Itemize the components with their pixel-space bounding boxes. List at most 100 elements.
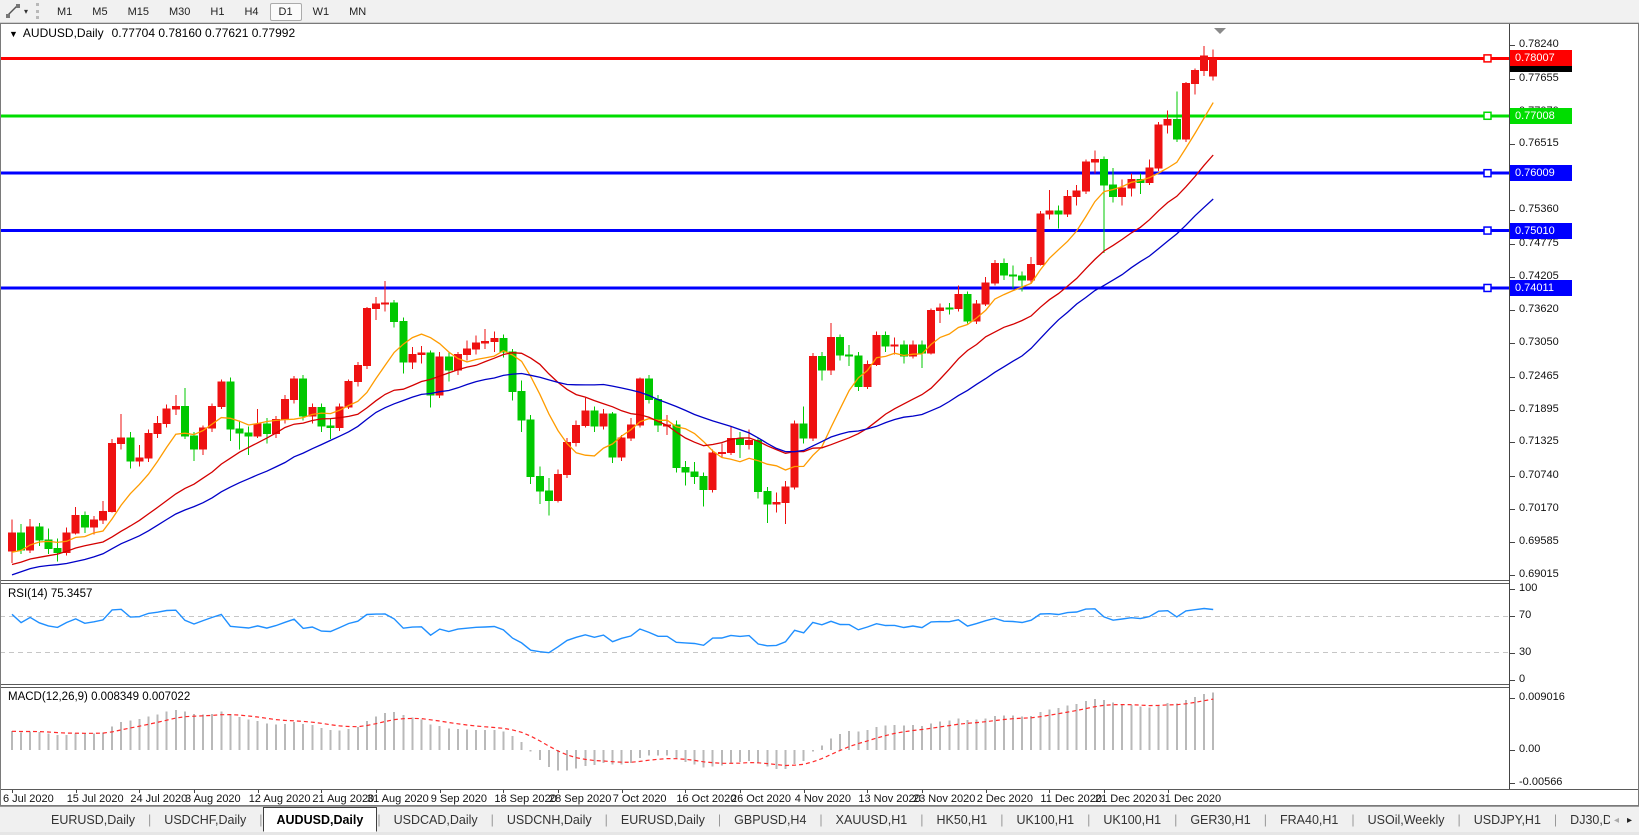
chart-tab-usdchf-daily[interactable]: USDCHF,Daily [164,812,247,827]
time-tick-label: 7 Oct 2020 [612,793,667,805]
timeframe-toolbar: ▾ M1 M5 M15 M30 H1 H4 D1 W1 MN [0,0,1639,23]
time-tick-label: 18 Sep 2020 [494,793,557,805]
axis-tick [1510,574,1515,576]
price-tick-label: 0.70170 [1519,501,1559,514]
axis-tick [1510,652,1515,654]
price-tick-label: 0.74775 [1519,237,1559,250]
chart-tab-hk50-h1[interactable]: HK50,H1 [936,812,988,827]
axis-tick [1510,750,1515,751]
hline-handle[interactable] [1483,226,1492,235]
time-tick-label: 23 Nov 2020 [913,793,976,805]
time-tick [439,790,441,793]
chart-tab-usdjpy-h1[interactable]: USDJPY,H1 [1473,812,1541,827]
time-axis[interactable]: 6 Jul 2020 15 Jul 2020 24 Jul 2020 3 Aug 20… [0,789,1639,806]
rsi-pane[interactable]: RSI(14) 75.3457 [0,585,1509,684]
chart-tab-fra40-h1[interactable]: FRA40,H1 [1280,812,1339,827]
timeframe-button-m1[interactable]: M1 [57,6,73,18]
hline-price-tag: 0.74011 [1510,279,1572,296]
price-tick-label: 0.77655 [1519,71,1559,84]
hline-handle[interactable] [1483,54,1492,63]
tab-separator: | [1263,812,1268,827]
hline-handle[interactable] [1483,111,1492,121]
chart-tab-uk100-h1[interactable]: UK100,H1 [1103,812,1162,827]
chart-tab-eurusd-daily[interactable]: EURUSD,Daily [51,812,136,827]
chevron-down-icon[interactable]: ▾ [24,6,29,16]
time-tick-label: 21 Dec 2020 [1095,793,1158,805]
macd-tick-label: 0.009016 [1519,690,1565,703]
price-tick-label: 0.69015 [1519,567,1559,580]
time-tick [558,790,559,793]
time-tick [1167,790,1169,793]
axis-tick [1510,310,1515,312]
moving-average-8 [11,102,1214,553]
chart-shift-marker-icon[interactable] [1214,28,1226,34]
rsi-tick-label: 70 [1519,609,1532,622]
hline-price-tag: 0.78007 [1510,50,1572,67]
timeframe-button-w1[interactable]: W1 [312,6,330,18]
time-tick [922,790,923,793]
axis-tick [1510,542,1515,544]
line-studies-icon[interactable] [3,2,23,20]
chart-tab-ger30-h1[interactable]: GER30,H1 [1190,812,1251,827]
timeframe-button-mn[interactable]: MN [349,6,367,18]
toolbar-grip[interactable] [36,3,40,19]
macd-pane[interactable]: MACD(12,26,9) 0.008349 0.007022 [0,688,1509,789]
timeframe-button-m30[interactable]: M30 [168,6,191,18]
time-tick-label: 31 Aug 2020 [367,793,429,805]
chart-ohlc-values: 0.77704 0.78160 0.77621 0.77992 [111,26,296,40]
axis-tick [1510,45,1515,46]
hline-handle[interactable] [1483,168,1492,178]
chart-tab-gbpusd-h4[interactable]: GBPUSD,H4 [734,812,807,827]
price-tick-label: 0.71895 [1519,402,1559,415]
hline-handle[interactable] [1483,283,1492,293]
price-tick-label: 0.75360 [1519,203,1559,216]
timeframe-buttons: M1 M5 M15 M30 H1 H4 D1 W1 MN [47,2,376,21]
axis-tick [1510,680,1515,681]
axis-tick [1510,376,1515,378]
rsi-tick-label: 30 [1519,645,1532,658]
time-tick [12,790,13,793]
chart-tab-bar: EURUSD,Daily | USDCHF,Daily | AUDUSD,Daily | U… [0,806,1639,833]
rsi-line [11,607,1214,654]
macd-tick-label: 0.00 [1519,743,1541,755]
tab-separator: | [1351,812,1355,827]
pane-splitter[interactable] [0,580,1639,584]
tab-separator: | [920,812,924,827]
price-axis[interactable]: 0.782400.776550.770700.765150.759300.753… [1509,23,1639,789]
timeframe-button-d1[interactable]: D1 [269,3,302,21]
timeframe-button-m15[interactable]: M15 [127,6,149,18]
chart-tab-usdcad-daily[interactable]: USDCAD,Daily [393,812,478,827]
timeframe-button-h4[interactable]: H4 [244,6,259,18]
price-tick-label: 0.71325 [1519,435,1559,448]
time-tick-label: 12 Aug 2020 [248,793,311,805]
chart-dropdown-icon[interactable]: ▼ [9,29,18,39]
main-price-pane[interactable] [0,24,1509,580]
pane-splitter[interactable] [0,684,1639,688]
tab-separator: | [490,812,494,827]
price-tick-label: 0.73620 [1519,303,1559,316]
time-tick [621,790,623,793]
time-tick [985,790,987,793]
time-tick-label: 28 Sep 2020 [549,793,612,805]
tab-scroll-left-icon[interactable]: ◂ [1613,814,1619,826]
tab-scroll-right-icon[interactable]: ▸ [1626,814,1632,826]
tab-separator: | [1553,812,1558,827]
time-tick [803,790,805,793]
time-tick-label: 13 Nov 2020 [858,793,921,805]
tab-separator: | [148,812,152,827]
price-tick-label: 0.72465 [1519,369,1559,382]
chart-symbol-label: AUDUSD,Daily [22,26,104,40]
tab-separator: | [1457,812,1461,827]
tab-scroll-buttons: ◂ ▸ [1609,807,1636,833]
timeframe-button-m5[interactable]: M5 [92,6,108,18]
chart-tab-audusd-daily[interactable]: AUDUSD,Daily [262,807,378,832]
timeframe-button-h1[interactable]: H1 [210,6,225,18]
axis-tick [1510,343,1515,345]
time-tick [867,790,869,793]
chart-tab-uk100-h1[interactable]: UK100,H1 [1016,812,1075,827]
chart-tab-xauusd-h1[interactable]: XAUUSD,H1 [835,812,908,827]
tab-separator: | [717,812,722,827]
chart-tab-usdcnh-daily[interactable]: USDCNH,Daily [506,812,592,827]
chart-tab-eurusd-daily[interactable]: EURUSD,Daily [620,812,705,827]
chart-tab-usoil-weekly[interactable]: USOil,Weekly [1367,812,1445,827]
